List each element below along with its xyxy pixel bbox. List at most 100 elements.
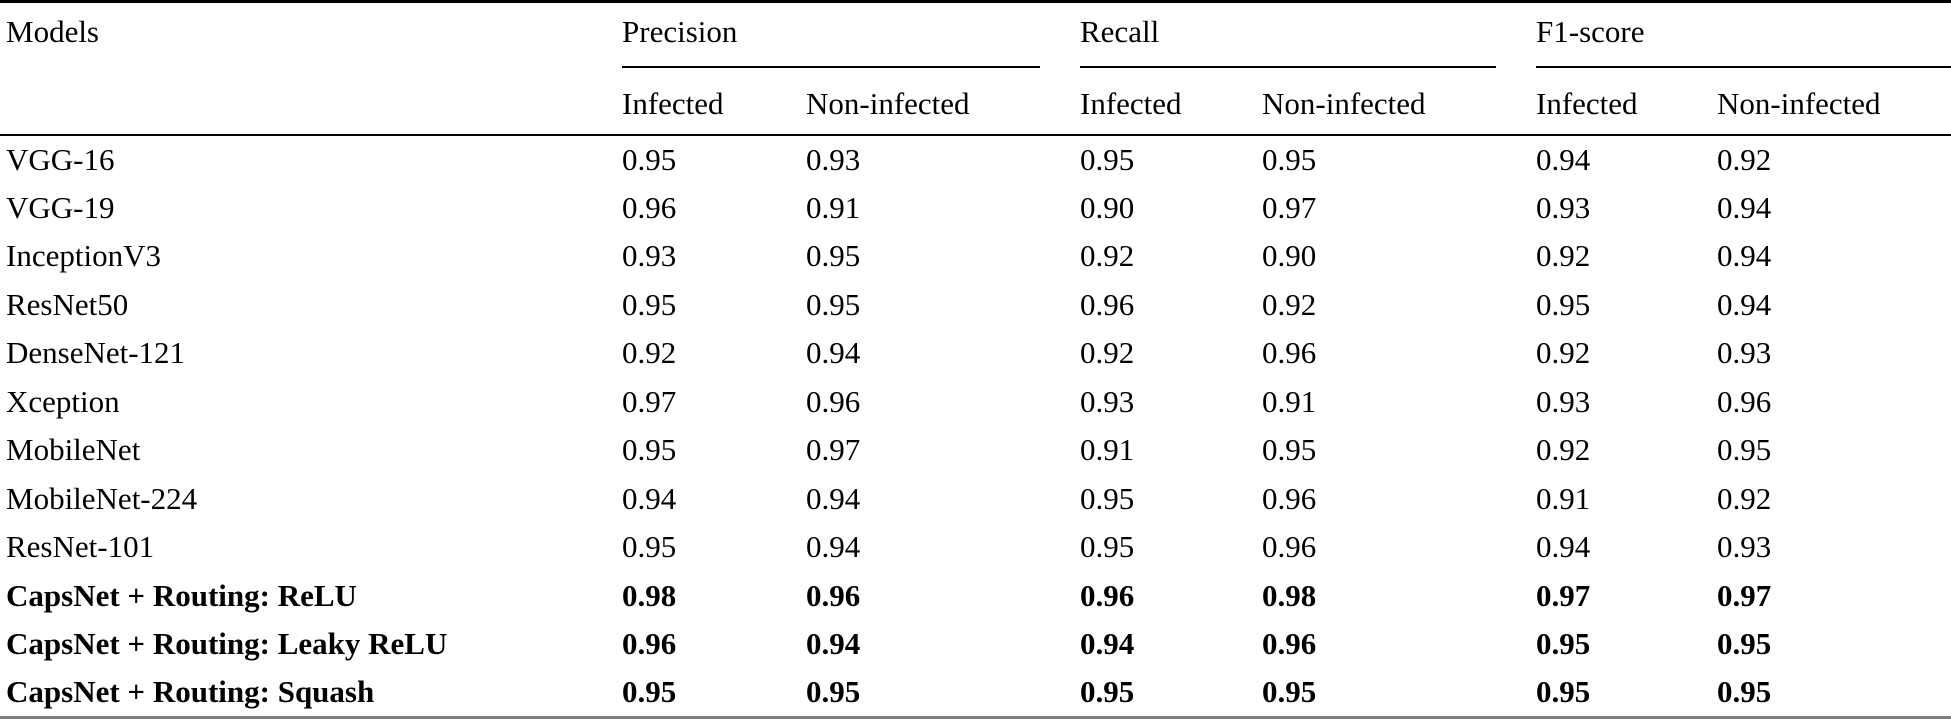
f1-infected-value: 0.97: [1536, 577, 1591, 613]
f1-infected-value: 0.92: [1536, 238, 1591, 274]
f1-infected-value: 0.95: [1536, 286, 1591, 322]
f1-non-infected-value: 0.95: [1717, 626, 1772, 662]
f1-infected-value: 0.94: [1536, 141, 1591, 177]
precision-non-infected-value: 0.95: [806, 238, 861, 274]
recall-non-infected-value: 0.98: [1262, 577, 1317, 613]
subheader-recall-non-infected: Non-infected: [1262, 68, 1536, 136]
f1-non-infected-value: 0.95: [1717, 673, 1772, 709]
recall-non-infected-value: 0.92: [1262, 286, 1317, 322]
precision-non-infected-value: 0.94: [806, 529, 861, 565]
precision-non-infected-value: 0.95: [806, 286, 861, 322]
table-row: ResNet50 0.95 0.95 0.96 0.92 0.95 0.94: [0, 281, 1951, 330]
recall-non-infected-value: 0.91: [1262, 383, 1317, 419]
f1-infected-value: 0.92: [1536, 432, 1591, 468]
table-subheader-row: Infected Non-infected Infected Non-infec…: [0, 68, 1951, 136]
recall-infected-value: 0.95: [1080, 673, 1135, 709]
f1-infected-value: 0.92: [1536, 335, 1591, 371]
precision-infected-value: 0.95: [622, 432, 677, 468]
table-row: Xception 0.97 0.96 0.93 0.91 0.93 0.96: [0, 378, 1951, 427]
precision-infected-value: 0.95: [622, 673, 677, 709]
recall-infected-value: 0.95: [1080, 141, 1135, 177]
recall-non-infected-value: 0.90: [1262, 238, 1317, 274]
precision-infected-value: 0.98: [622, 577, 677, 613]
recall-non-infected-value: 0.96: [1262, 480, 1317, 516]
group-label-recall: Recall: [1080, 14, 1160, 49]
precision-non-infected-value: 0.91: [806, 189, 861, 225]
recall-non-infected-value: 0.97: [1262, 189, 1317, 225]
recall-infected-value: 0.93: [1080, 383, 1135, 419]
recall-non-infected-value: 0.95: [1262, 141, 1317, 177]
model-name: CapsNet + Routing: Squash: [6, 673, 375, 709]
table-row: InceptionV3 0.93 0.95 0.92 0.90 0.92 0.9…: [0, 232, 1951, 281]
column-group-precision: Precision: [622, 2, 1080, 68]
recall-infected-value: 0.92: [1080, 335, 1135, 371]
recall-infected-value: 0.95: [1080, 480, 1135, 516]
recall-infected-value: 0.94: [1080, 626, 1135, 662]
model-name: Xception: [6, 383, 120, 419]
f1-non-infected-value: 0.94: [1717, 189, 1772, 225]
f1-non-infected-value: 0.95: [1717, 432, 1772, 468]
group-label-f1-score: F1-score: [1536, 14, 1645, 49]
recall-group-rule: [1080, 66, 1496, 68]
model-name: MobileNet: [6, 432, 141, 468]
f1-infected-value: 0.91: [1536, 480, 1591, 516]
f1-group-rule: [1536, 66, 1951, 68]
f1-non-infected-value: 0.94: [1717, 286, 1772, 322]
precision-infected-value: 0.96: [622, 626, 677, 662]
table-row: CapsNet + Routing: Leaky ReLU 0.96 0.94 …: [0, 620, 1951, 669]
f1-non-infected-value: 0.92: [1717, 480, 1772, 516]
model-name: CapsNet + Routing: Leaky ReLU: [6, 626, 448, 662]
subheader-f1-non-infected: Non-infected: [1717, 68, 1951, 136]
model-name: InceptionV3: [6, 238, 161, 274]
f1-non-infected-value: 0.97: [1717, 577, 1772, 613]
precision-infected-value: 0.95: [622, 529, 677, 565]
table-group-header-row: Models Precision Recall F1-score: [0, 1, 1951, 136]
recall-infected-value: 0.95: [1080, 529, 1135, 565]
precision-non-infected-value: 0.96: [806, 383, 861, 419]
recall-non-infected-value: 0.96: [1262, 335, 1317, 371]
f1-infected-value: 0.95: [1536, 673, 1591, 709]
precision-non-infected-value: 0.93: [806, 141, 861, 177]
table-body: VGG-16 0.95 0.93 0.95 0.95 0.94 0.92 VGG…: [0, 135, 1951, 717]
precision-non-infected-value: 0.95: [806, 673, 861, 709]
f1-non-infected-value: 0.94: [1717, 238, 1772, 274]
table-row: DenseNet-121 0.92 0.94 0.92 0.96 0.92 0.…: [0, 329, 1951, 378]
model-name: CapsNet + Routing: ReLU: [6, 577, 357, 613]
recall-non-infected-value: 0.96: [1262, 626, 1317, 662]
table-row: ResNet-101 0.95 0.94 0.95 0.96 0.94 0.93: [0, 523, 1951, 572]
precision-non-infected-value: 0.94: [806, 626, 861, 662]
table-row: VGG-19 0.96 0.91 0.90 0.97 0.93 0.94: [0, 184, 1951, 233]
precision-non-infected-value: 0.96: [806, 577, 861, 613]
subheader-recall-infected: Infected: [1080, 68, 1262, 136]
model-name: VGG-19: [6, 189, 115, 225]
column-header-models: Models: [0, 1, 622, 136]
f1-infected-value: 0.94: [1536, 529, 1591, 565]
table-row: MobileNet 0.95 0.97 0.91 0.95 0.92 0.95: [0, 426, 1951, 475]
precision-infected-value: 0.92: [622, 335, 677, 371]
f1-infected-value: 0.93: [1536, 383, 1591, 419]
recall-non-infected-value: 0.95: [1262, 432, 1317, 468]
model-name: ResNet50: [6, 286, 129, 322]
recall-non-infected-value: 0.96: [1262, 529, 1317, 565]
recall-infected-value: 0.91: [1080, 432, 1135, 468]
recall-non-infected-value: 0.95: [1262, 673, 1317, 709]
precision-infected-value: 0.94: [622, 480, 677, 516]
subheader-precision-non-infected: Non-infected: [806, 68, 1080, 136]
precision-group-rule: [622, 66, 1040, 68]
f1-infected-value: 0.95: [1536, 626, 1591, 662]
f1-infected-value: 0.93: [1536, 189, 1591, 225]
subheader-precision-infected: Infected: [622, 68, 806, 136]
f1-non-infected-value: 0.93: [1717, 529, 1772, 565]
recall-infected-value: 0.90: [1080, 189, 1135, 225]
model-name: ResNet-101: [6, 529, 155, 565]
precision-infected-value: 0.96: [622, 189, 677, 225]
group-label-precision: Precision: [622, 14, 738, 49]
precision-infected-value: 0.95: [622, 286, 677, 322]
f1-non-infected-value: 0.92: [1717, 141, 1772, 177]
table-row: MobileNet-224 0.94 0.94 0.95 0.96 0.91 0…: [0, 475, 1951, 524]
precision-infected-value: 0.97: [622, 383, 677, 419]
precision-infected-value: 0.93: [622, 238, 677, 274]
subheader-f1-infected: Infected: [1536, 68, 1717, 136]
recall-infected-value: 0.92: [1080, 238, 1135, 274]
